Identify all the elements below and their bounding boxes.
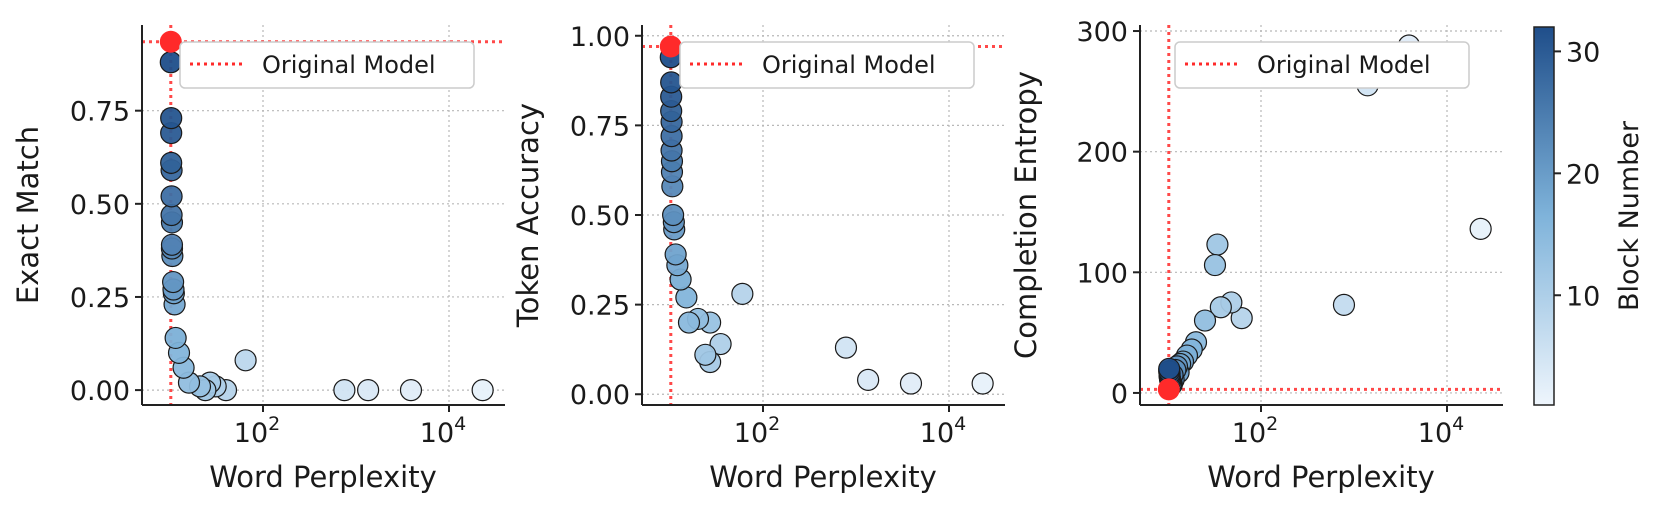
- y-tick-label: 200: [1076, 138, 1128, 169]
- data-point: [899, 372, 923, 395]
- x-tick-label: 104: [420, 413, 466, 449]
- data-point: [159, 51, 182, 74]
- data-point: [1206, 233, 1229, 256]
- legend: Original Model: [679, 41, 975, 89]
- y-tick-label: 1.00: [570, 22, 630, 53]
- data-point: [160, 107, 183, 130]
- legend-box: [1174, 41, 1470, 89]
- legend-label: Original Model: [762, 51, 936, 79]
- data-point: [234, 349, 257, 372]
- legend-box: [679, 41, 975, 89]
- original-model-point: [1157, 378, 1180, 401]
- data-point: [160, 151, 183, 174]
- data-point: [357, 378, 380, 402]
- y-axis-label: Completion Entropy: [1009, 71, 1043, 359]
- y-tick-label: 100: [1076, 258, 1128, 289]
- legend-label: Original Model: [1257, 51, 1431, 79]
- y-tick-label: 0.75: [70, 97, 130, 128]
- panel-token-accuracy: 102 104 0.00 0.25 0.50 0.75 1.00 Original Mode…: [511, 22, 1005, 494]
- data-point: [399, 378, 423, 402]
- colorbar-tick-label: 20: [1566, 159, 1600, 190]
- data-point: [164, 326, 187, 350]
- original-model-point: [159, 30, 182, 53]
- y-tick-label: 0.50: [570, 201, 630, 232]
- data-point: [1203, 253, 1227, 277]
- y-tick-label: 0: [1111, 379, 1128, 410]
- data-point: [694, 343, 717, 366]
- original-model-point: [659, 35, 682, 58]
- y-axis-label: Exact Match: [11, 126, 45, 304]
- data-point: [971, 372, 994, 395]
- x-axis-label: Word Perplexity: [1207, 460, 1435, 494]
- y-tick-label: 0.50: [70, 190, 130, 221]
- data-point: [333, 378, 356, 402]
- legend-label: Original Model: [262, 51, 436, 79]
- data-point: [731, 282, 754, 305]
- data-point: [1158, 357, 1181, 380]
- y-tick-label: 0.25: [570, 291, 630, 322]
- y-tick-label: 0.25: [70, 283, 130, 314]
- data-point: [160, 233, 184, 256]
- x-tick-label: 102: [1232, 413, 1278, 449]
- colorbar-tick-label: 10: [1566, 281, 1600, 312]
- data-point: [1469, 217, 1492, 240]
- data-point: [857, 368, 880, 392]
- y-tick-label: 0.00: [70, 376, 130, 407]
- y-tick-label: 300: [1076, 17, 1128, 48]
- legend-box: [179, 41, 475, 89]
- data-point: [1332, 293, 1356, 316]
- data-point: [160, 185, 183, 208]
- legend: Original Model: [1174, 41, 1470, 89]
- data-point: [662, 203, 685, 227]
- panel-exact-match: 102 104 0.00 0.25 0.50 0.75 Original Model Wo…: [11, 25, 505, 494]
- x-tick-label: 104: [920, 413, 966, 449]
- x-axis-label: Word Perplexity: [709, 460, 937, 494]
- y-tick-label: 0.00: [570, 380, 630, 411]
- x-tick-label: 102: [234, 413, 280, 449]
- data-point: [1230, 307, 1253, 330]
- data-point: [160, 203, 183, 227]
- x-tick-label: 104: [1418, 413, 1464, 449]
- data-point: [162, 270, 185, 294]
- x-tick-label: 102: [734, 413, 780, 449]
- panel-completion-entropy: 102 104 0 100 200 300 Original Model Word Per…: [1009, 17, 1503, 494]
- data-point: [1193, 309, 1217, 332]
- x-axis-label: Word Perplexity: [209, 460, 437, 494]
- data-point: [664, 243, 687, 266]
- colorbar-tick-label: 30: [1566, 37, 1600, 68]
- colorbar-gradient: [1533, 26, 1555, 406]
- colorbar: 10 20 30 Block Number: [1533, 26, 1645, 406]
- data-point: [834, 336, 858, 359]
- data-point: [471, 378, 494, 402]
- legend: Original Model: [179, 41, 475, 89]
- y-tick-label: 0.75: [570, 111, 630, 142]
- y-axis-label: Token Accuracy: [511, 103, 545, 328]
- data-point: [660, 71, 683, 94]
- data-point: [709, 332, 732, 356]
- data-point: [1209, 296, 1232, 319]
- data-point: [677, 311, 701, 334]
- colorbar-label: Block Number: [1614, 120, 1645, 311]
